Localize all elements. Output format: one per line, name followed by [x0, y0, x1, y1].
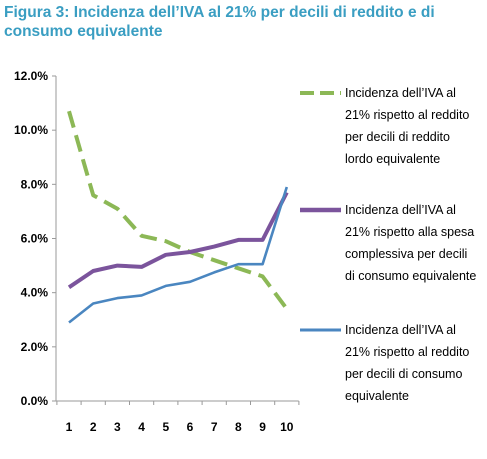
x-tick-label: 6 — [187, 420, 194, 434]
chart-series — [67, 110, 289, 324]
series-line-1 — [67, 110, 289, 311]
series-line-3 — [68, 186, 289, 324]
x-tick-label: 8 — [235, 420, 242, 434]
x-tick-label: 2 — [90, 420, 97, 434]
x-tick-label: 1 — [66, 420, 73, 434]
x-tick-label: 9 — [259, 420, 266, 434]
y-tick-label: 6.0% — [21, 232, 49, 246]
x-tick-label: 3 — [114, 420, 121, 434]
chart-axes: 0.0% 2.0% 4.0% 6.0% 8.0% 10.0% 12.0% 1 2 3 4 5 6 7 8 9 1… — [14, 69, 300, 434]
series-line-2 — [67, 191, 289, 289]
x-tick-label: 10 — [280, 420, 294, 434]
y-tick-label: 8.0% — [21, 177, 49, 191]
y-tick-label: 10.0% — [14, 123, 48, 137]
y-tick-label: 12.0% — [14, 69, 48, 83]
x-tick-label: 4 — [138, 420, 145, 434]
y-tick-label: 4.0% — [21, 286, 49, 300]
y-tick-label: 0.0% — [21, 394, 49, 408]
x-tick-label: 5 — [162, 420, 169, 434]
chart-legend: Incidenza dell’IVA al 21% rispetto al red… — [300, 86, 476, 403]
legend-label-3: Incidenza dell’IVA al 21% rispetto al red… — [345, 323, 469, 403]
legend-label-2: Incidenza dell’IVA al 21% rispetto alla s… — [345, 203, 476, 283]
y-tick-label: 2.0% — [21, 340, 49, 354]
x-tick-label: 7 — [211, 420, 218, 434]
figure-title: Figura 3: Incidenza dell’IVA al 21% per … — [4, 4, 435, 40]
legend-label-1: Incidenza dell’IVA al 21% rispetto al red… — [345, 86, 469, 166]
